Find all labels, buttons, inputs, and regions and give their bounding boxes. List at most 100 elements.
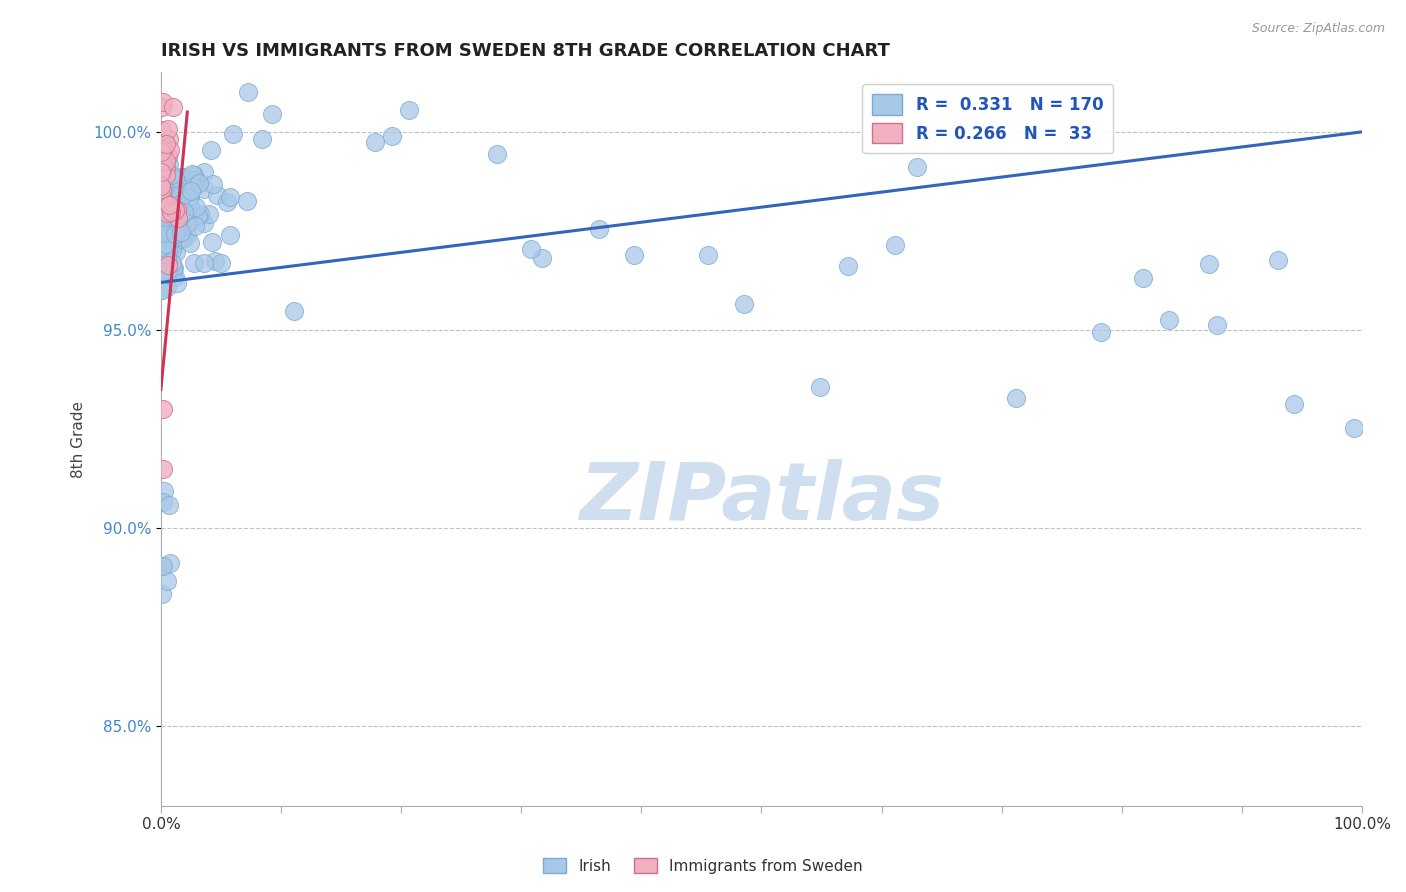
Point — [156, 198, 179, 212]
Point — [179, 189, 201, 203]
Point — [152, 167, 174, 181]
Point — [150, 165, 173, 179]
Point — [159, 225, 181, 239]
Point — [157, 132, 180, 146]
Point — [156, 251, 179, 265]
Point — [155, 279, 177, 293]
Point — [163, 227, 186, 241]
Point — [157, 149, 180, 163]
Point — [169, 211, 191, 226]
Point — [152, 402, 174, 417]
Point — [588, 222, 610, 236]
Point — [1132, 270, 1154, 285]
Point — [177, 191, 200, 205]
Point — [157, 499, 180, 513]
Point — [201, 235, 224, 249]
Point — [152, 558, 174, 573]
Point — [155, 153, 177, 168]
Point — [183, 168, 205, 182]
Point — [173, 200, 195, 214]
Text: IRISH VS IMMIGRANTS FROM SWEDEN 8TH GRADE CORRELATION CHART: IRISH VS IMMIGRANTS FROM SWEDEN 8TH GRAD… — [160, 42, 890, 60]
Point — [152, 461, 174, 475]
Point — [150, 178, 173, 193]
Point — [155, 136, 177, 150]
Point — [159, 211, 181, 225]
Point — [152, 142, 174, 156]
Point — [363, 135, 385, 149]
Point — [222, 128, 245, 142]
Point — [160, 240, 183, 254]
Point — [152, 265, 174, 279]
Point — [177, 204, 200, 219]
Point — [162, 210, 184, 224]
Point — [152, 483, 174, 498]
Point — [283, 303, 305, 318]
Point — [155, 136, 177, 151]
Point — [153, 226, 176, 240]
Point — [163, 230, 186, 244]
Point — [152, 192, 174, 206]
Point — [152, 95, 174, 109]
Point — [174, 182, 197, 196]
Point — [157, 198, 180, 212]
Point — [204, 253, 226, 268]
Point — [160, 232, 183, 246]
Point — [169, 212, 191, 227]
Point — [162, 209, 184, 223]
Point — [156, 243, 179, 257]
Point — [176, 227, 198, 242]
Point — [157, 210, 180, 224]
Point — [150, 258, 173, 272]
Point — [531, 251, 554, 265]
Point — [193, 256, 215, 270]
Point — [173, 230, 195, 244]
Point — [219, 190, 242, 204]
Point — [156, 257, 179, 271]
Point — [1205, 318, 1227, 333]
Point — [250, 131, 273, 145]
Point — [520, 242, 543, 256]
Point — [153, 207, 176, 221]
Point — [173, 211, 195, 226]
Point — [159, 229, 181, 244]
Point — [187, 176, 209, 190]
Point — [198, 207, 221, 221]
Point — [174, 218, 197, 232]
Point — [162, 188, 184, 202]
Point — [157, 156, 180, 170]
Point — [150, 558, 173, 573]
Point — [155, 153, 177, 168]
Point — [179, 236, 201, 251]
Point — [152, 188, 174, 202]
Point — [163, 269, 186, 284]
Point — [162, 201, 184, 215]
Point — [160, 211, 183, 226]
Point — [179, 183, 201, 197]
Legend: Irish, Immigrants from Sweden: Irish, Immigrants from Sweden — [537, 852, 869, 880]
Point — [152, 222, 174, 236]
Point — [160, 230, 183, 244]
Point — [156, 262, 179, 277]
Point — [156, 244, 179, 258]
Point — [166, 276, 188, 290]
Point — [172, 171, 194, 186]
Point — [170, 170, 193, 185]
Point — [153, 211, 176, 225]
Point — [160, 168, 183, 182]
Point — [398, 103, 420, 117]
Point — [166, 210, 188, 224]
Point — [165, 218, 187, 232]
Point — [150, 587, 173, 601]
Point — [156, 198, 179, 212]
Point — [150, 265, 173, 279]
Point — [152, 161, 174, 175]
Point — [155, 225, 177, 239]
Point — [1267, 252, 1289, 267]
Point — [167, 200, 190, 214]
Point — [152, 144, 174, 158]
Point — [152, 180, 174, 194]
Point — [485, 147, 508, 161]
Point — [150, 283, 173, 297]
Point — [808, 379, 831, 393]
Point — [173, 205, 195, 219]
